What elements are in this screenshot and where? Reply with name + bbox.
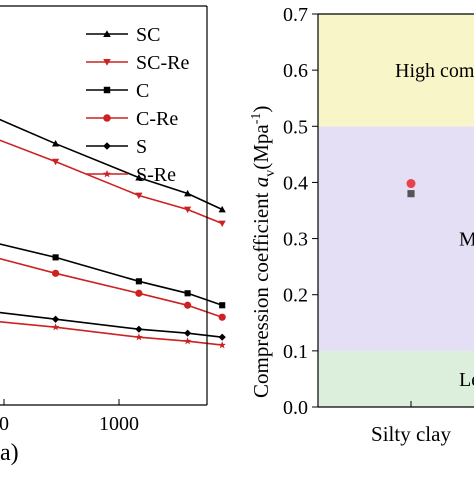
band-high-com [318, 14, 474, 127]
legend-marker-s-re [103, 169, 111, 178]
legend-label-c-re: C-Re [136, 108, 178, 130]
series-line-sc-re [0, 139, 223, 225]
band-m [318, 126, 474, 351]
data-point-c [184, 290, 191, 297]
right-y-tick-label: 0.0 [283, 397, 308, 419]
legend-label-sc: SC [136, 24, 160, 46]
right-y-ticks: 0.0 0.1 0.2 0.3 0.4 0.5 0.6 0.7 [283, 4, 318, 419]
left-x-axis-label-fragment: a) [0, 440, 19, 466]
compression-point-square [407, 190, 415, 198]
ylabel-main: Compression coefficient [249, 187, 273, 398]
band-group: Le M High com [318, 14, 474, 407]
data-point-sc-re [184, 206, 192, 214]
right-y-tick-label: 0.4 [283, 172, 308, 194]
data-point-s [135, 325, 143, 333]
data-point-sc [135, 173, 143, 181]
left-x-tick-label: 1000 [99, 413, 139, 435]
legend-label-c: C [136, 80, 149, 102]
data-point-sc [51, 140, 60, 147]
ylabel-sup: -1 [249, 113, 264, 125]
ylabel-sub: v [263, 170, 278, 177]
legend-label-s: S [136, 136, 147, 158]
legend-marker-c [103, 86, 111, 94]
legend-label-sc-re: SC-Re [136, 52, 189, 74]
left-legend: SC SC-Re C C-Re S S-Re [86, 24, 189, 186]
data-point-c [52, 254, 59, 261]
series-line-c-re [0, 257, 223, 318]
data-point-sc-re [51, 158, 60, 166]
compression-point-circle [406, 179, 416, 189]
band-le [318, 350, 474, 407]
ylabel-unit: (Mpa [249, 124, 273, 170]
legend-label-s-re: S-Re [136, 164, 176, 186]
data-point-c [219, 302, 226, 309]
data-point-sc-re [135, 192, 143, 200]
data-point-s-re [135, 333, 143, 341]
legend-marker-sc-re [103, 58, 111, 66]
data-point-c-re [135, 289, 143, 297]
data-point-sc [218, 205, 226, 213]
right-y-tick-label: 0.7 [283, 4, 308, 26]
right-y-tick-label: 0.3 [283, 229, 308, 251]
right-y-tick-label: 0.6 [283, 60, 308, 82]
ylabel-close: ) [249, 106, 273, 113]
band-label: M [459, 229, 474, 251]
data-point-s [51, 315, 60, 323]
legend-marker-s [103, 142, 111, 150]
data-point-sc [184, 189, 192, 197]
data-point-c-re [218, 313, 226, 321]
legend-marker-c-re [103, 114, 111, 122]
right-y-tick-label: 0.1 [283, 341, 308, 363]
data-point-s [184, 329, 192, 337]
legend-marker-sc [103, 30, 111, 38]
data-point-c-re [184, 301, 192, 309]
left-x-tick-label: 0 [0, 413, 9, 435]
data-point-sc-re [218, 220, 226, 228]
right-y-axis-label: Compression coefficient av(Mpa-1) [249, 106, 278, 398]
data-point-s-re [218, 341, 226, 349]
data-point-c [135, 278, 142, 285]
band-label: Le [459, 369, 474, 391]
left-series-group [0, 118, 226, 349]
right-plot: LeMHigh com Silty clay 0.00.10.20.30.40.… [249, 4, 474, 446]
data-point-s-re [183, 337, 192, 345]
ylabel-var: a [249, 177, 273, 188]
data-point-s [218, 333, 226, 341]
right-y-tick-label: 0.2 [283, 285, 308, 307]
left-axes: 0 1000 a) [0, 5, 208, 466]
right-x-tick-label: Silty clay [371, 422, 451, 446]
point-group [406, 179, 416, 198]
left-plot: 0 1000 a) SC SC-Re C C-Re S S-Re [0, 5, 226, 466]
data-point-c-re [51, 269, 60, 277]
right-axes: Silty clay 0.0 0.1 0.2 0.3 0.4 0.5 0.6 0.7 Comp… [249, 4, 474, 446]
band-label: High com [395, 60, 474, 82]
data-point-s-re [51, 323, 60, 331]
right-y-tick-label: 0.5 [283, 116, 308, 138]
